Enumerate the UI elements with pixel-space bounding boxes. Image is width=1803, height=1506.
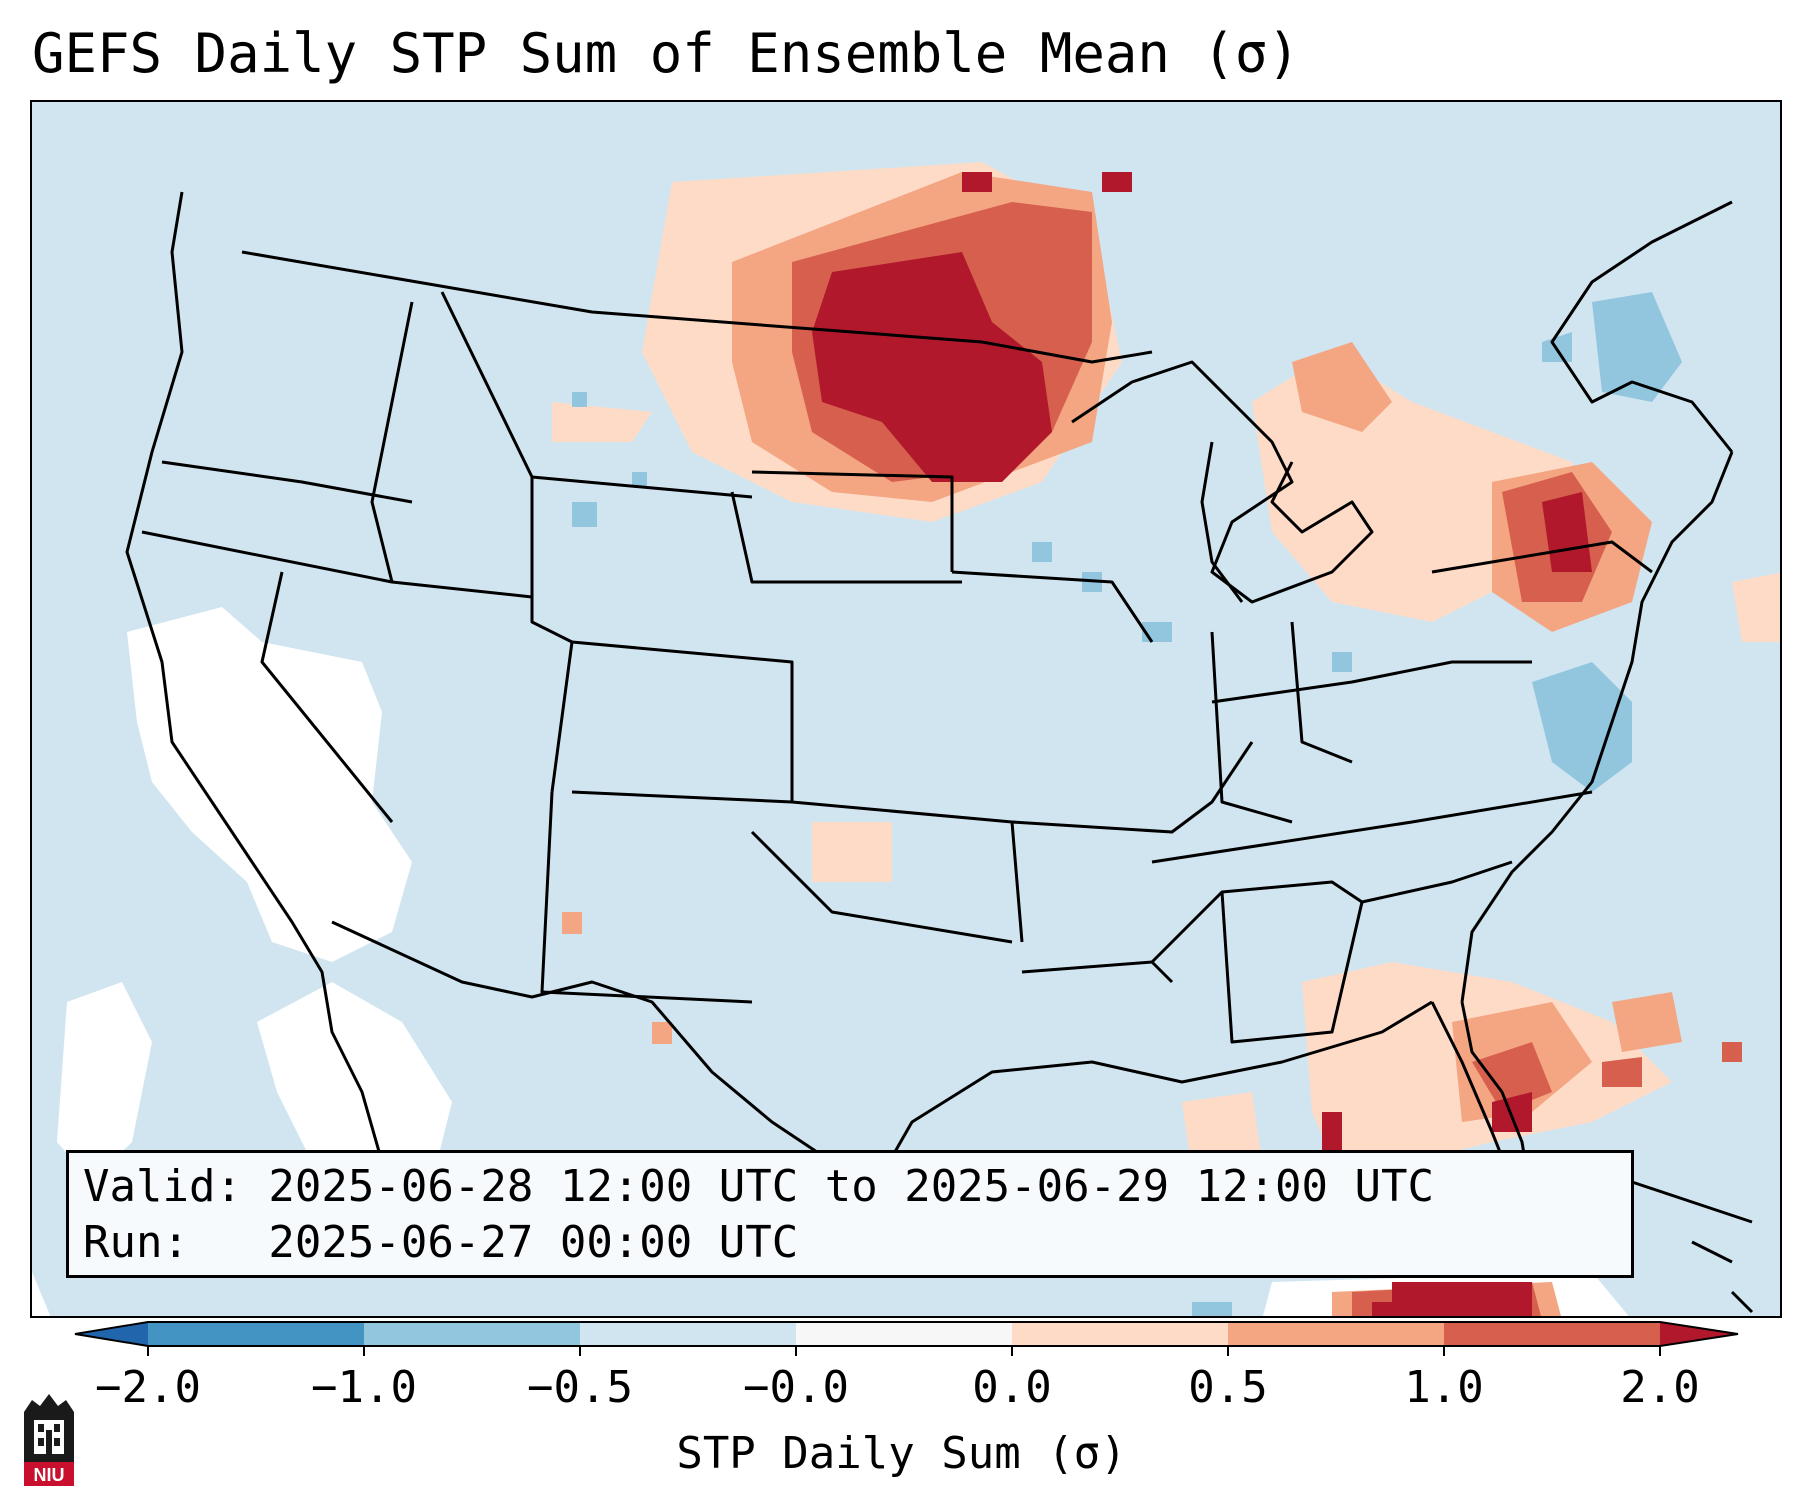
colorbar-tick-label: −0.5 [527, 1362, 633, 1413]
state-ky-oh [1211, 660, 1532, 704]
state-id-east [370, 301, 414, 583]
colorbar-bin-6 [1228, 1322, 1444, 1346]
us-west-coast [125, 191, 394, 1254]
colorbar-bin-7 [1444, 1322, 1660, 1346]
run-line: Run: 2025-06-27 00:00 UTC [83, 1217, 799, 1268]
state-ut-co [530, 477, 574, 793]
colorbar-tick-label: −1.0 [311, 1362, 417, 1413]
state-il-in [1210, 631, 1293, 824]
state-tx-ok [750, 830, 1013, 944]
colorbar-bin-2 [364, 1322, 580, 1346]
state-nd-sd [751, 470, 954, 572]
state-mo-ar [1011, 741, 1254, 834]
east-coast [1460, 451, 1734, 1003]
dark-red-anomaly-region [812, 172, 1592, 1316]
colorbar-tick-label: 2.0 [1620, 1362, 1700, 1413]
caribbean-islands [1631, 1180, 1754, 1314]
forecast-map [32, 102, 1780, 1316]
colorbar-tick-label: −2.0 [95, 1362, 201, 1413]
light-blue-anomaly-region [572, 292, 1682, 1316]
state-pa-ny [1431, 540, 1653, 574]
state-al-ga [1220, 891, 1364, 1044]
state-nm-tx [540, 791, 753, 1004]
state-ga-sc [1361, 860, 1513, 904]
colorbar-under-arrow [75, 1322, 148, 1346]
state-ms-al [1150, 880, 1363, 964]
boundary-lines [125, 191, 1734, 1254]
state-nv-ut [260, 571, 394, 823]
logo-text: NIU [34, 1465, 65, 1485]
colorbar-bin-1 [148, 1322, 364, 1346]
state-wa-or [161, 460, 413, 504]
state-mn-ia [951, 570, 1154, 643]
colorbar-over-arrow [1660, 1322, 1738, 1346]
colorbar-tick-label: 0.0 [972, 1362, 1052, 1413]
niu-university-logo-icon: NIU [24, 1394, 74, 1486]
colorbar [74, 1321, 1739, 1356]
colorbar-bin-4 [796, 1322, 1012, 1346]
state-tn-ky [1151, 790, 1593, 864]
us-mexico-border [331, 920, 873, 1194]
colorbar-ticks [147, 1346, 1661, 1356]
canada-east [1550, 200, 1734, 453]
validity-info-box: Valid: 2025-06-28 12:00 UTC to 2025-06-2… [66, 1150, 1634, 1278]
gulf-coast [870, 1000, 1433, 1193]
colorbar-tick-label: 0.5 [1188, 1362, 1268, 1413]
colorbar-bin-3 [580, 1322, 796, 1346]
lake-michigan [1200, 441, 1244, 603]
state-co-ks [571, 640, 794, 804]
colorbar-tick-label: −0.0 [743, 1362, 849, 1413]
colorbar-tick-label: 1.0 [1404, 1362, 1484, 1413]
us-canada-border [241, 250, 1153, 364]
great-lakes [1071, 360, 1374, 604]
state-in-oh [1290, 621, 1353, 764]
map-title: GEFS Daily STP Sum of Ensemble Mean (σ) [32, 22, 1300, 85]
map-panel [30, 100, 1782, 1318]
colorbar-bin-5 [1012, 1322, 1228, 1346]
valid-line: Valid: 2025-06-28 12:00 UTC to 2025-06-2… [83, 1161, 1435, 1212]
state-wy-ne [730, 491, 962, 584]
colorbar-label: STP Daily Sum (σ) [676, 1428, 1127, 1479]
